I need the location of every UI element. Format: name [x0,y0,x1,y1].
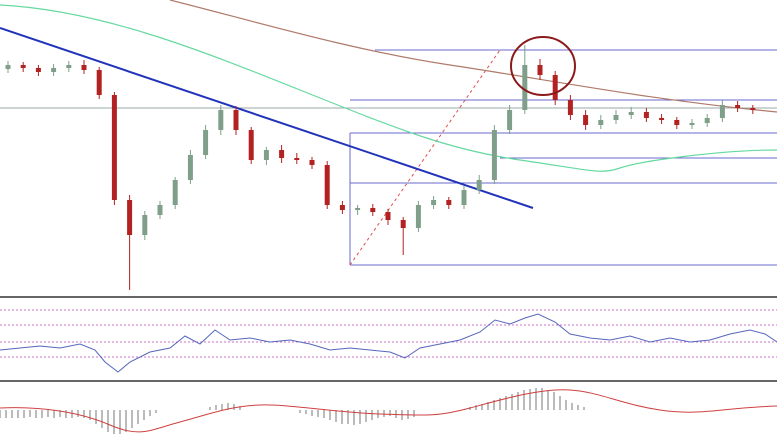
candles [5,45,756,290]
candle-body [476,180,482,190]
candle-body [5,65,11,69]
candle-body [689,123,695,125]
candle-body [157,205,163,215]
candle-body [735,105,741,108]
candle-body [309,160,315,165]
candle-body [507,110,513,130]
candle-body [491,130,497,180]
candle-body [522,65,528,110]
candle-body [643,112,649,118]
candle-body [674,120,680,125]
candle-body [187,155,193,180]
macd-histogram [0,388,585,434]
candle-body [750,108,756,110]
candle-body [203,130,209,155]
rsi-line [0,313,777,373]
candle-body [172,180,178,205]
candle-body [567,100,573,115]
fibonacci [349,49,777,266]
candle-body [324,165,330,205]
candle-body [51,68,57,72]
candle-body [66,65,72,68]
candle-body [659,118,665,120]
candle-body [111,95,117,200]
candle-body [461,190,467,205]
moving-average-slow [169,0,777,113]
rsi-levels [0,309,777,358]
candle-body [583,115,589,125]
candle-body [279,150,285,158]
candle-body [613,115,619,120]
candle-body [415,205,421,228]
candle-body [704,118,710,123]
candle-body [294,158,300,160]
candle-body [248,130,254,160]
candle-body [628,112,634,115]
trend-line [0,27,534,209]
candle-body [20,65,26,68]
candle-body [218,110,224,130]
candle-body [81,65,87,70]
candle-body [431,200,437,205]
candle-body [142,215,148,235]
macd-signal [0,389,777,433]
moving-average-fast [0,4,777,172]
candle-body [339,205,345,210]
candle-body [127,200,133,235]
candle-body [96,70,102,95]
candle-body [35,68,41,72]
candle-body [552,75,558,100]
candle-body [719,105,725,118]
candle-body [263,150,269,160]
candle-body [355,208,361,210]
candle-body [400,220,406,228]
highlight-circle [510,36,576,96]
candle-body [233,110,239,130]
candle-body [446,200,452,205]
candle-body [370,208,376,212]
candle-body [598,120,604,125]
candle-body [385,212,391,220]
candle-body [537,65,543,75]
